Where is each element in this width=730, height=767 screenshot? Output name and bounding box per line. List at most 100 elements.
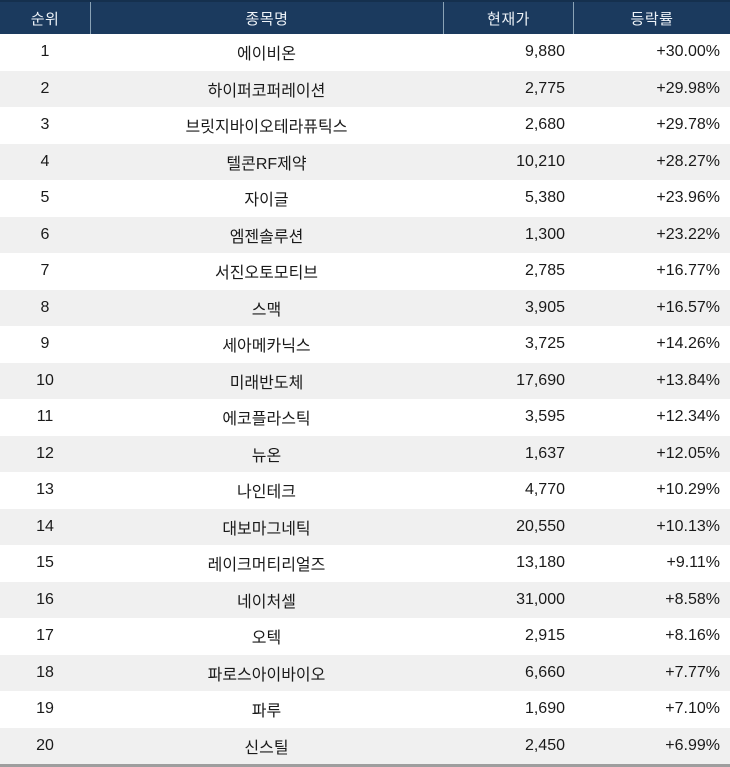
stock-name-cell: 에이비온 xyxy=(237,46,296,64)
price-cell: 1,637 xyxy=(524,444,565,462)
change-cell: +29.78% xyxy=(656,116,720,134)
stock-name-cell: 대보마그네틱 xyxy=(222,520,311,538)
table-row[interactable]: 20 신스틸 2,450 +6.99% xyxy=(0,727,730,764)
price-cell: 9,880 xyxy=(524,43,565,61)
column-header-rank: 순위 xyxy=(30,10,60,28)
stock-name-cell: 파루 xyxy=(251,703,282,721)
rank-cell: 13 xyxy=(36,481,54,499)
price-cell: 2,775 xyxy=(524,79,565,97)
table-row[interactable]: 6 엠젠솔루션 1,300 +23.22% xyxy=(0,216,730,253)
rank-cell: 5 xyxy=(40,189,50,207)
price-cell: 1,690 xyxy=(524,700,565,718)
price-cell: 6,660 xyxy=(524,663,565,681)
price-cell: 17,690 xyxy=(516,371,565,389)
rank-cell: 14 xyxy=(36,517,54,535)
stock-name-cell: 세아메카닉스 xyxy=(222,338,311,356)
price-cell: 3,905 xyxy=(524,298,565,316)
rank-cell: 17 xyxy=(36,627,54,645)
column-header-current-price: 현재가 xyxy=(443,2,573,34)
rank-cell: 4 xyxy=(40,152,50,170)
price-cell: 13,180 xyxy=(516,554,565,572)
rank-cell: 8 xyxy=(40,298,50,316)
price-cell: 10,210 xyxy=(516,152,565,170)
price-cell: 1,300 xyxy=(524,225,565,243)
table-header-row: 순위 종목명 현재가 등락률 xyxy=(0,2,730,34)
change-cell: +6.99% xyxy=(665,736,720,754)
price-cell: 2,785 xyxy=(524,262,565,280)
rank-cell: 1 xyxy=(40,43,50,61)
rank-cell: 2 xyxy=(40,79,50,97)
change-cell: +8.16% xyxy=(665,627,720,645)
change-cell: +13.84% xyxy=(656,371,720,389)
stock-name-cell: 브릿지바이오테라퓨틱스 xyxy=(185,119,348,137)
price-cell: 3,595 xyxy=(524,408,565,426)
change-cell: +23.96% xyxy=(656,189,720,207)
table-row[interactable]: 16 네이처셀 31,000 +8.58% xyxy=(0,581,730,618)
price-cell: 3,725 xyxy=(524,335,565,353)
rank-cell: 20 xyxy=(36,736,54,754)
rank-cell: 7 xyxy=(40,262,50,280)
column-header-change-rate: 등락률 xyxy=(573,2,730,34)
column-header-stock-name: 종목명 xyxy=(90,2,443,34)
stock-name-cell: 에코플라스틱 xyxy=(222,411,311,429)
price-cell: 2,915 xyxy=(524,627,565,645)
rank-cell: 16 xyxy=(36,590,54,608)
rank-cell: 3 xyxy=(40,116,50,134)
change-cell: +28.27% xyxy=(656,152,720,170)
price-cell: 20,550 xyxy=(516,517,565,535)
stock-name-cell: 뉴온 xyxy=(251,447,282,465)
stock-name-cell: 서진오토모티브 xyxy=(214,265,319,283)
rank-cell: 9 xyxy=(40,335,50,353)
rank-cell: 11 xyxy=(36,408,54,426)
change-cell: +10.13% xyxy=(656,517,720,535)
stock-name-cell: 레이크머티리얼즈 xyxy=(207,557,326,575)
rank-cell: 18 xyxy=(36,663,54,681)
price-cell: 5,380 xyxy=(524,189,565,207)
table-row[interactable]: 1 에이비온 9,880 +30.00% xyxy=(0,34,730,71)
change-cell: +16.57% xyxy=(656,298,720,316)
stock-name-cell: 오텍 xyxy=(251,630,282,648)
table-row[interactable]: 3 브릿지바이오테라퓨틱스 2,680 +29.78% xyxy=(0,107,730,144)
table-row[interactable]: 18 파로스아이바이오 6,660 +7.77% xyxy=(0,654,730,691)
table-body: 1 에이비온 9,880 +30.00% 2 하이퍼코퍼레이션 2,775 +29.98% 3 브… xyxy=(0,34,730,764)
table-row[interactable]: 9 세아메카닉스 3,725 +14.26% xyxy=(0,326,730,363)
rank-cell: 19 xyxy=(36,700,54,718)
change-cell: +16.77% xyxy=(656,262,720,280)
change-cell: +7.77% xyxy=(665,663,720,681)
table-row[interactable]: 10 미래반도체 17,690 +13.84% xyxy=(0,362,730,399)
table-row[interactable]: 19 파루 1,690 +7.10% xyxy=(0,691,730,728)
change-cell: +12.05% xyxy=(656,444,720,462)
table-row[interactable]: 17 오텍 2,915 +8.16% xyxy=(0,618,730,655)
price-cell: 31,000 xyxy=(516,590,565,608)
stock-name-cell: 텔콘RF제약 xyxy=(226,155,307,173)
table-row[interactable]: 12 뉴온 1,637 +12.05% xyxy=(0,435,730,472)
price-cell: 2,450 xyxy=(524,736,565,754)
table-row[interactable]: 2 하이퍼코퍼레이션 2,775 +29.98% xyxy=(0,70,730,107)
stock-name-cell: 스맥 xyxy=(251,301,282,319)
change-cell: +14.26% xyxy=(656,335,720,353)
change-cell: +30.00% xyxy=(656,43,720,61)
change-cell: +12.34% xyxy=(656,408,720,426)
table-row[interactable]: 5 자이글 5,380 +23.96% xyxy=(0,180,730,217)
stock-name-cell: 엠젠솔루션 xyxy=(229,228,304,246)
table-row[interactable]: 13 나인테크 4,770 +10.29% xyxy=(0,472,730,509)
stock-name-cell: 네이처셀 xyxy=(237,593,296,611)
table-row[interactable]: 15 레이크머티리얼즈 13,180 +9.11% xyxy=(0,545,730,582)
table-row[interactable]: 7 서진오토모티브 2,785 +16.77% xyxy=(0,253,730,290)
price-cell: 2,680 xyxy=(524,116,565,134)
change-cell: +23.22% xyxy=(656,225,720,243)
table-row[interactable]: 4 텔콘RF제약 10,210 +28.27% xyxy=(0,143,730,180)
table-row[interactable]: 8 스맥 3,905 +16.57% xyxy=(0,289,730,326)
table-row[interactable]: 11 에코플라스틱 3,595 +12.34% xyxy=(0,399,730,436)
rank-cell: 12 xyxy=(36,444,54,462)
stock-name-cell: 신스틸 xyxy=(244,739,289,757)
stock-name-cell: 하이퍼코퍼레이션 xyxy=(207,82,326,100)
price-cell: 4,770 xyxy=(524,481,565,499)
change-cell: +29.98% xyxy=(656,79,720,97)
stock-name-cell: 파로스아이바이오 xyxy=(207,666,326,684)
change-cell: +7.10% xyxy=(665,700,720,718)
change-cell: +8.58% xyxy=(665,590,720,608)
table-row[interactable]: 14 대보마그네틱 20,550 +10.13% xyxy=(0,508,730,545)
stock-name-cell: 나인테크 xyxy=(237,484,296,502)
